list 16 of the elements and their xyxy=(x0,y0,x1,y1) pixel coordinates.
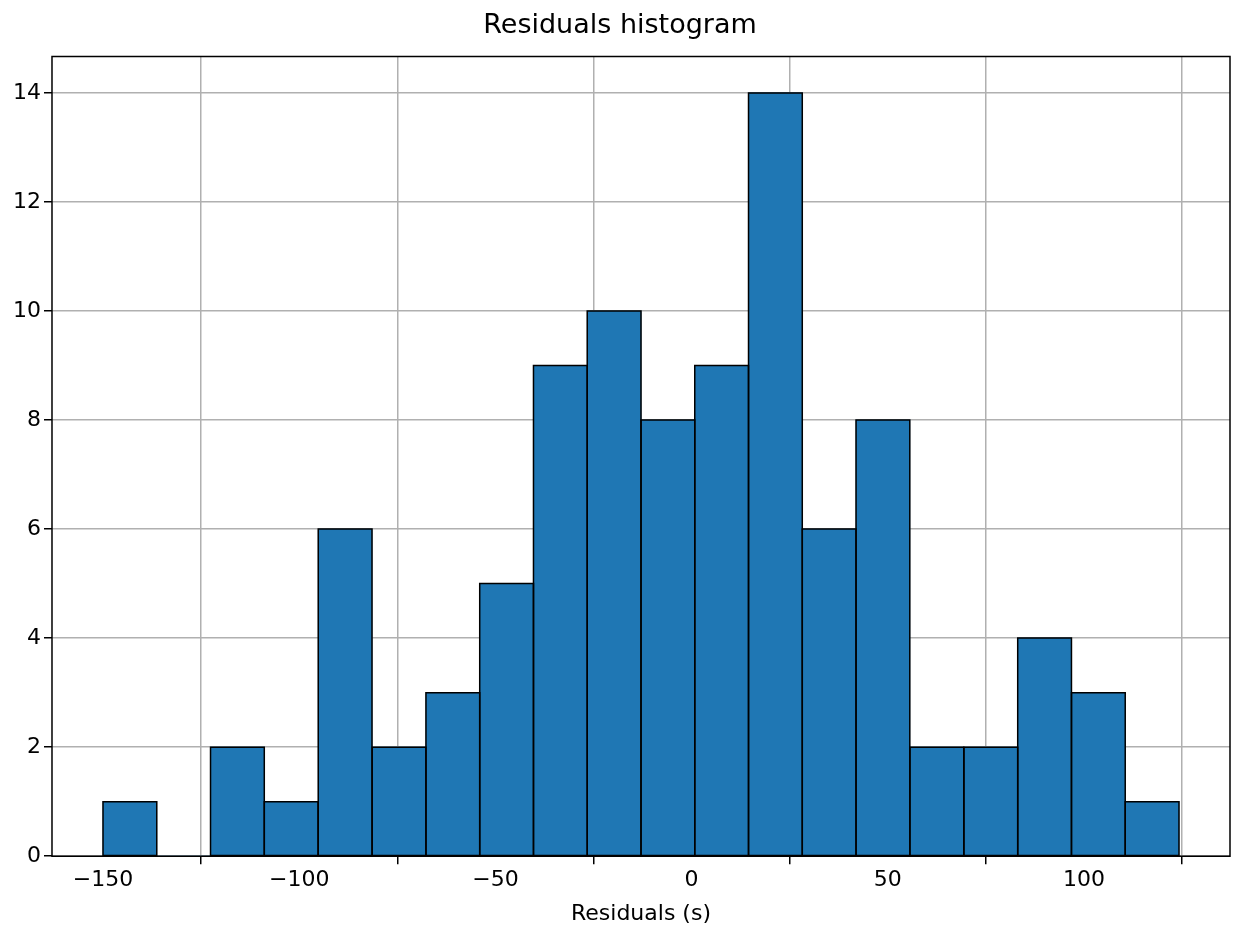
x-tick-label: −100 xyxy=(268,866,330,892)
y-tick-label: 6 xyxy=(26,514,41,540)
y-tick-label: 4 xyxy=(26,623,41,649)
y-tick-label: 2 xyxy=(26,732,41,758)
y-tick-label: 12 xyxy=(12,187,41,213)
x-tick-label: 100 xyxy=(1063,866,1106,892)
x-axis-title: Residuals (s) xyxy=(571,899,711,925)
y-tick-label: 0 xyxy=(26,841,41,867)
y-tick-label: 14 xyxy=(12,78,41,104)
x-tick-label: 0 xyxy=(684,866,699,892)
y-tick-label: 8 xyxy=(26,405,41,431)
y-tick-label: 10 xyxy=(12,296,41,322)
x-tick-label: −150 xyxy=(72,866,134,892)
x-tick-label: −50 xyxy=(472,866,519,892)
chart-title: Residuals histogram xyxy=(483,8,757,40)
x-tick-label: 50 xyxy=(873,866,902,892)
